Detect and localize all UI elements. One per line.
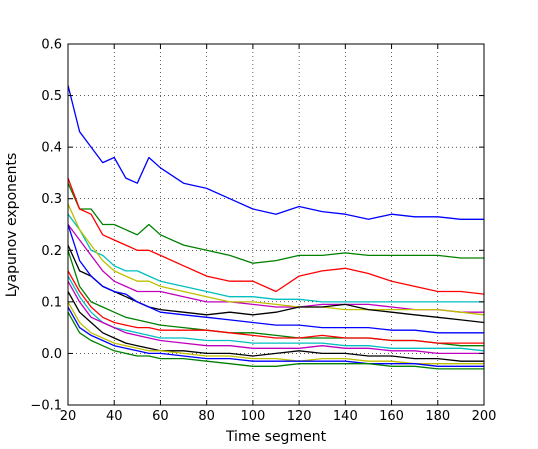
series-line-4 [68, 213, 484, 303]
x-tick-label: 100 [240, 409, 265, 424]
y-tick-label: 0.5 [41, 89, 62, 104]
y-tick-label: 0.6 [41, 38, 62, 53]
y-tick-label: 0.1 [41, 295, 62, 310]
series-line-6 [68, 203, 484, 316]
x-tick-label: 200 [472, 409, 497, 424]
y-tick-label: −0.1 [30, 399, 62, 414]
y-ticks: −0.1 0.0 0.1 0.2 0.3 0.4 0.5 0.6 [30, 38, 484, 414]
y-tick-label: 0.3 [41, 192, 62, 207]
x-tick-label: 80 [198, 409, 215, 424]
series-line-2 [68, 182, 484, 264]
x-tick-label: 120 [287, 409, 312, 424]
x-tick-label: 40 [106, 409, 123, 424]
series-line-14 [68, 301, 484, 365]
series-lines [68, 85, 484, 370]
y-tick-label: 0.2 [41, 244, 62, 259]
series-line-1 [68, 85, 484, 220]
x-tick-label: 20 [60, 409, 77, 424]
y-tick-label: 0.4 [41, 141, 62, 156]
y-axis-label: Lyapunov exponents [4, 153, 20, 298]
x-tick-label: 160 [379, 409, 404, 424]
x-tick-label: 180 [425, 409, 450, 424]
series-line-7 [68, 244, 484, 324]
y-tick-label: 0.0 [41, 347, 62, 362]
grid-lines [68, 44, 484, 405]
series-line-3 [68, 177, 484, 295]
series-line-10 [68, 270, 484, 344]
x-tick-label: 60 [152, 409, 169, 424]
series-line-12 [68, 280, 484, 355]
series-line-15 [68, 306, 484, 367]
x-tick-label: 140 [333, 409, 358, 424]
x-axis-label: Time segment [225, 429, 327, 445]
series-line-13 [68, 291, 484, 362]
plot-frame [67, 43, 485, 406]
series-line-16 [68, 311, 484, 370]
series-line-8 [68, 224, 484, 334]
x-ticks: 20 40 60 80 100 120 140 160 180 200 [60, 44, 497, 424]
